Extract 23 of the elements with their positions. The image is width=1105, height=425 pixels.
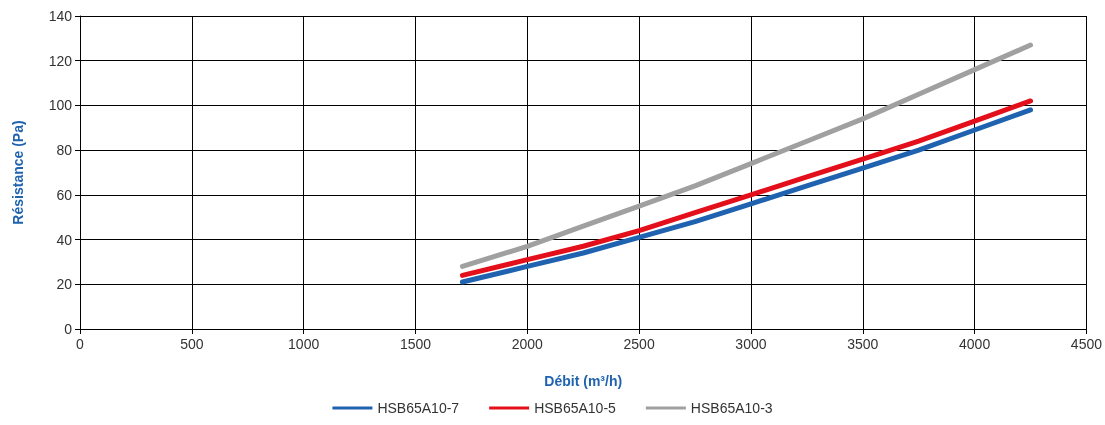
x-tick-label: 2500 (623, 336, 655, 352)
y-tick-label: 20 (56, 276, 73, 293)
x-tick-label: 2000 (511, 336, 544, 352)
y-tick-label: 0 (64, 321, 73, 337)
x-tick-label: 3500 (847, 336, 879, 352)
y-tick-label: 100 (48, 97, 73, 114)
x-tick-label: 3000 (735, 336, 767, 352)
y-tick-label: 80 (56, 142, 73, 159)
y-tick-label: 40 (56, 231, 73, 248)
y-tick-label: 60 (56, 186, 73, 203)
x-tick-label: 1000 (288, 336, 320, 352)
legend-label: HSB65A10-3 (690, 400, 773, 416)
y-axis-title: Résistance (Pa) (10, 120, 26, 225)
x-tick-label: 4000 (959, 336, 991, 352)
x-tick-label: 1500 (399, 336, 432, 352)
legend-label: HSB65A10-7 (377, 400, 460, 416)
x-tick-label: 4500 (1070, 336, 1103, 352)
x-tick-label: 0 (76, 336, 85, 352)
x-tick-label: 500 (180, 336, 204, 352)
y-tick-label: 140 (48, 8, 73, 24)
x-axis-title: Débit (m³/h) (544, 373, 623, 389)
y-tick-label: 120 (48, 52, 73, 69)
legend-label: HSB65A10-5 (534, 400, 617, 416)
